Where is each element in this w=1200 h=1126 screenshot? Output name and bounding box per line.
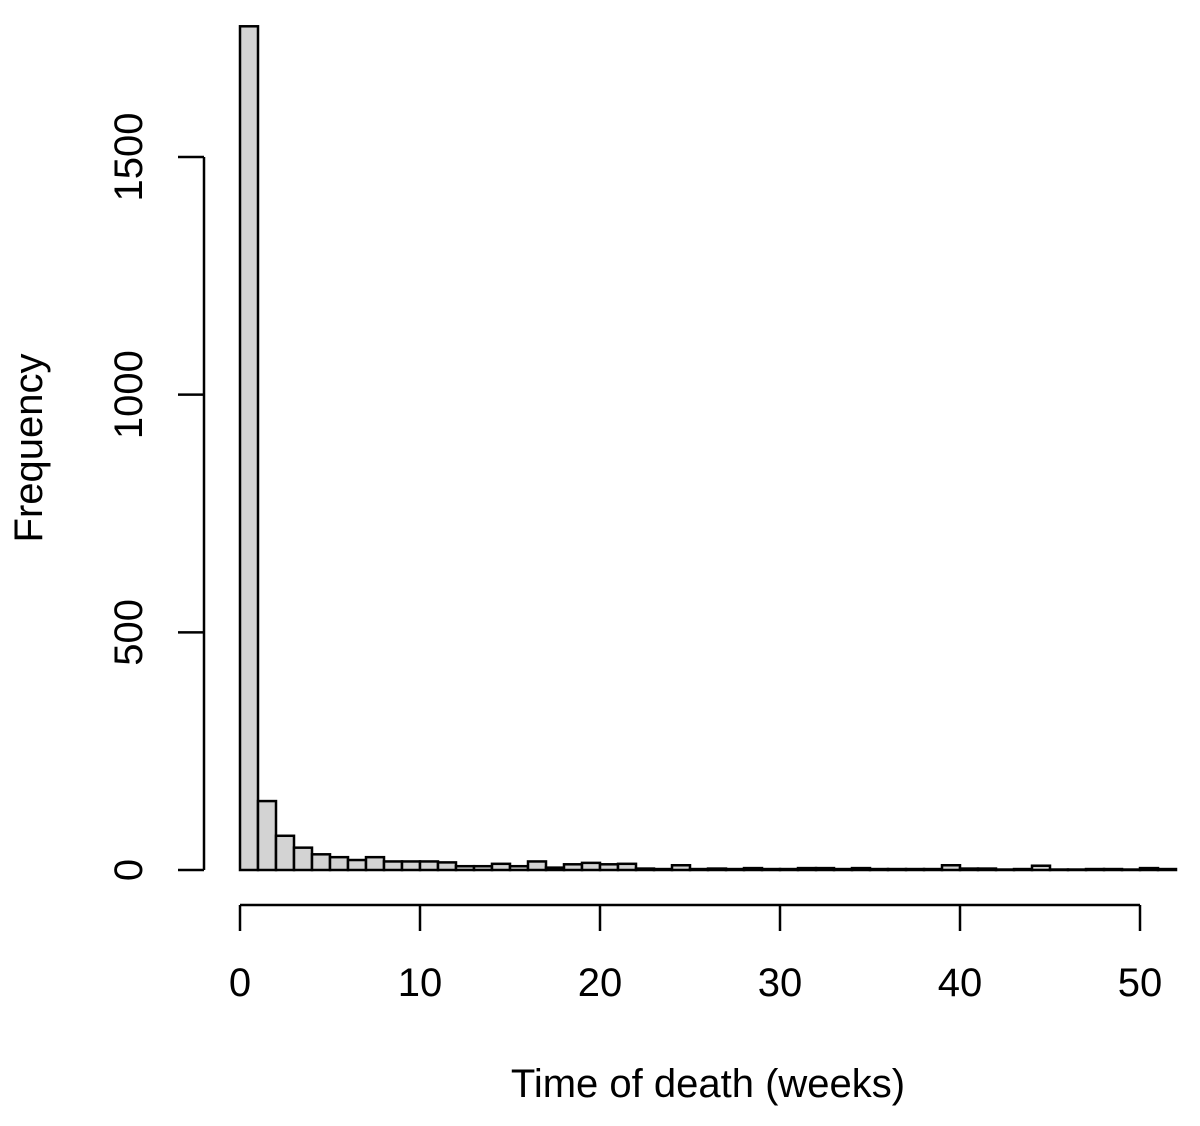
histogram-bar [256,799,278,872]
histogram-bar [1084,867,1106,872]
histogram-bar [958,867,980,872]
x-tick-label: 30 [758,961,803,1005]
histogram-bar [274,834,296,872]
histogram-bar [652,867,674,872]
histogram-bar [706,867,728,872]
x-tick-label: 40 [938,961,983,1005]
histogram-bar [364,855,386,872]
y-axis-label: Frequency [7,354,51,543]
histogram-bar [850,866,872,872]
histogram-bar [868,867,890,872]
x-tick-label: 20 [578,961,623,1005]
histogram-bar [598,863,620,872]
histogram-bar [634,867,656,872]
histogram-bar [418,860,440,872]
histogram-bar [292,846,314,872]
histogram-bar [436,861,458,872]
y-tick-label: 500 [107,599,151,666]
histogram-bar [688,867,710,872]
histogram-bar [832,867,854,872]
x-tick-label: 50 [1118,961,1163,1005]
y-tick-label: 1500 [107,113,151,202]
histogram-bar [1012,867,1034,872]
histogram-bar [616,862,638,872]
histogram-bar [238,25,260,872]
bars [238,25,1178,872]
histogram-bar [310,853,332,872]
histogram-bar [778,867,800,872]
x-tick-label: 0 [229,961,251,1005]
histogram-bar [796,866,818,872]
histogram-bar [904,867,926,872]
x-axis: 0 10 20 30 40 50 [229,903,1163,1005]
histogram-bar [886,867,908,872]
histogram-bar [454,864,476,872]
histogram-bar [724,867,746,872]
histogram-bar [400,860,422,872]
x-tick-label: 10 [398,961,443,1005]
histogram-bar [940,863,962,872]
histogram-bar [346,858,368,872]
histogram-bar [1138,866,1160,872]
histogram-bar [490,862,512,872]
histogram-bar [544,866,566,872]
histogram-bar [1102,867,1124,872]
histogram-bar [1156,867,1178,872]
y-tick-label: 1000 [107,350,151,439]
histogram-bar [814,866,836,872]
x-axis-label: Time of death (weeks) [511,1062,905,1106]
histogram-bar [382,860,404,872]
histogram-bar [1030,864,1052,872]
y-axis: 0 500 1000 1500 [107,113,206,881]
y-tick-label: 0 [107,859,151,881]
histogram-bar [760,867,782,872]
histogram-bar [580,861,602,872]
histogram-bar [562,863,584,872]
histogram-bar [508,864,530,872]
histogram-bar [472,864,494,872]
histogram-bar [976,867,998,872]
histogram-bar [742,866,764,872]
histogram-bar [670,863,692,872]
histogram-bar [922,867,944,872]
histogram-bar [328,855,350,872]
histogram-bar [526,860,548,872]
